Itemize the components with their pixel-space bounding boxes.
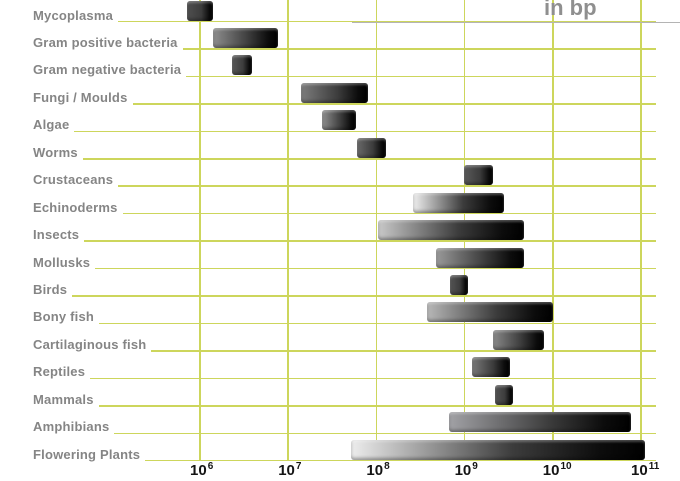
x-axis-tick-label: 109 (454, 461, 478, 479)
gridline-horizontal (0, 432, 656, 434)
genome-range-bar (378, 220, 524, 241)
category-label: Mycoplasma (0, 7, 119, 24)
gridline-horizontal (0, 158, 656, 160)
gridline-vertical (375, 0, 378, 461)
gridline-horizontal (0, 212, 656, 215)
category-label: Mammals (0, 391, 99, 408)
x-axis-tick-label: 106 (190, 461, 214, 479)
gridline-horizontal (0, 103, 656, 105)
genome-range-bar (301, 82, 369, 103)
category-label: Algae (0, 117, 75, 134)
genome-range-bar (494, 384, 513, 405)
x-axis-tick-label: 107 (278, 461, 302, 479)
genome-range-bar (493, 329, 544, 350)
genome-range-bar (231, 55, 253, 76)
category-label: Fungi / Moulds (0, 89, 133, 106)
x-axis-tick-label: 1010 (542, 461, 572, 479)
genome-range-bar (187, 0, 213, 21)
category-label: Gram positive bacteria (0, 34, 183, 51)
gridline-vertical (287, 0, 289, 461)
gridline-horizontal (0, 267, 656, 270)
gridline-horizontal (0, 20, 656, 23)
gridline-vertical (199, 0, 201, 461)
x-axis-tick-label: 1011 (631, 461, 660, 479)
category-label: Amphibians (0, 419, 115, 436)
genome-range-bar (212, 27, 279, 48)
genome-range-bar (350, 439, 645, 460)
genome-range-bar (471, 357, 511, 378)
category-label: Echinoderms (0, 199, 123, 216)
gridline-horizontal (0, 459, 656, 462)
genome-range-bar (357, 137, 387, 158)
x-axis-tick-label: 108 (366, 461, 390, 479)
category-label: Reptiles (0, 364, 91, 381)
gridline-vertical (640, 0, 642, 461)
category-label: Worms (0, 144, 83, 161)
category-label: Crustaceans (0, 172, 119, 189)
genome-range-bar (413, 192, 505, 213)
chart-subtitle: in bp (544, 0, 597, 20)
category-label: Mollusks (0, 254, 96, 271)
gridline-horizontal (0, 75, 656, 78)
genome-range-bar (463, 165, 493, 186)
genome-range-bar (450, 275, 469, 295)
genome-range-bar (321, 110, 357, 131)
category-label: Bony fish (0, 309, 100, 326)
gridline-horizontal (0, 405, 656, 407)
gridline-horizontal (0, 322, 656, 325)
gridline-horizontal (0, 130, 656, 133)
genome-range-bar (426, 302, 553, 323)
genome-range-bar (436, 247, 524, 268)
genome-range-bar (448, 412, 632, 433)
category-label: Birds (0, 282, 73, 298)
gridline-horizontal (0, 48, 656, 50)
gridline-horizontal (0, 377, 656, 380)
subtitle-rule (352, 22, 680, 23)
gridline-horizontal (0, 240, 656, 242)
category-label: Insects (0, 227, 85, 244)
gridline-horizontal (0, 295, 656, 297)
gridline-horizontal (0, 350, 656, 352)
category-label: Flowering Plants (0, 446, 146, 463)
category-label: Cartilaginous fish (0, 336, 152, 353)
gridline-horizontal (0, 185, 656, 187)
category-label: Gram negative bacteria (0, 62, 187, 79)
gridline-vertical (552, 0, 554, 461)
